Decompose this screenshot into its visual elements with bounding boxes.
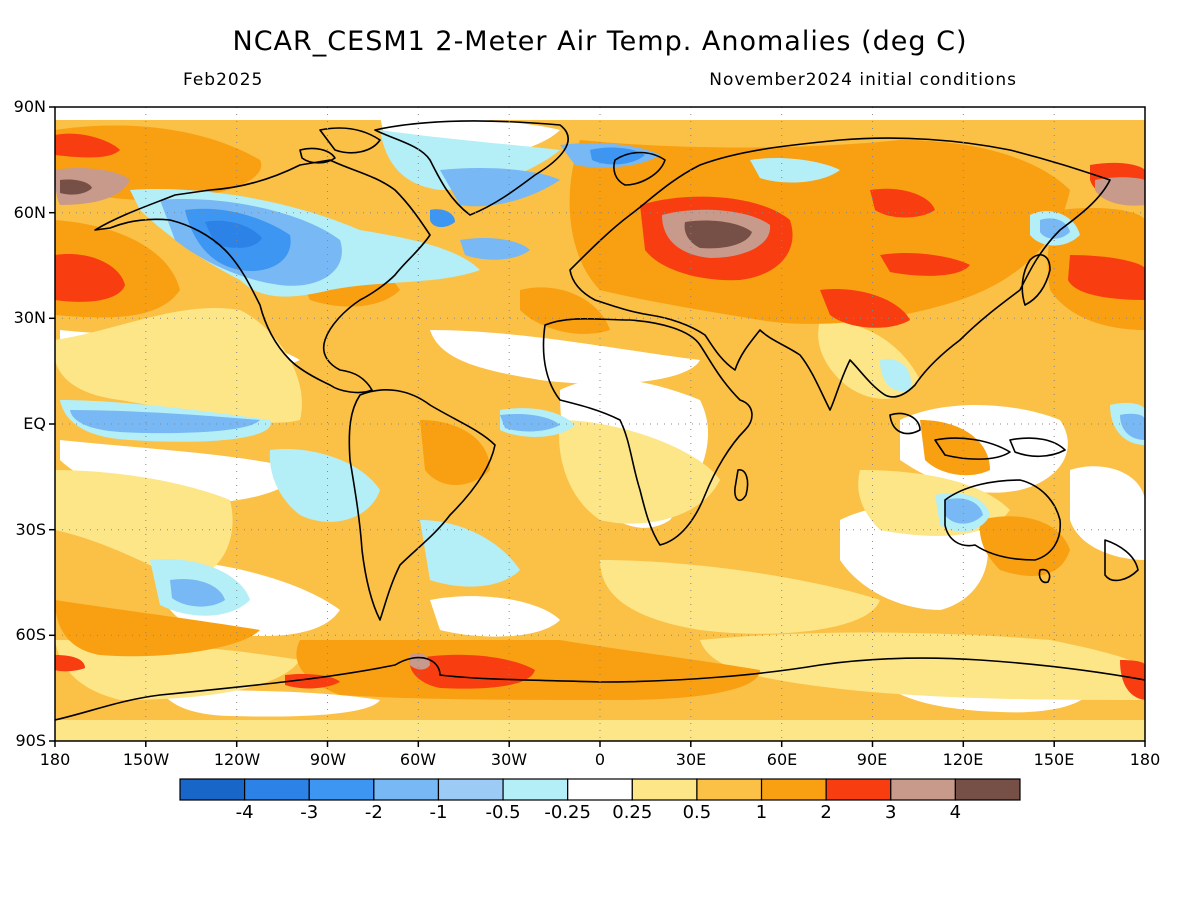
lon-label-60e: 60E xyxy=(766,750,798,769)
colorbar-swatch xyxy=(179,778,246,801)
gridlines xyxy=(55,107,1145,741)
australia-outline xyxy=(944,479,1061,561)
colorbar xyxy=(179,778,1021,801)
colorbar-label: -0.25 xyxy=(544,802,591,823)
lon-label-120e: 120E xyxy=(942,750,984,769)
lat-label-60n: 60N xyxy=(13,203,46,222)
forecast-month: Feb2025 xyxy=(183,70,264,90)
lon-label-30w: 30W xyxy=(490,750,528,769)
lon-label-180w: 180 xyxy=(39,750,71,769)
coldest-areas xyxy=(205,220,262,248)
colorbar-label: 3 xyxy=(885,802,897,823)
colorbar-swatch xyxy=(954,778,1021,801)
colorbar-swatch xyxy=(696,778,763,801)
slight-warm-areas xyxy=(55,307,1145,741)
colorbar-label: 0.5 xyxy=(682,802,712,823)
coastlines xyxy=(55,120,1145,721)
colorbar-swatch xyxy=(437,778,504,801)
lon-label-90e: 90E xyxy=(856,750,888,769)
lon-label-60w: 60W xyxy=(399,750,437,769)
lon-label-90w: 90W xyxy=(309,750,347,769)
colorbar-swatch xyxy=(631,778,698,801)
lat-label-30s: 30S xyxy=(15,520,46,539)
colorbar-swatch xyxy=(502,778,569,801)
colorbar-label: -2 xyxy=(364,802,383,823)
south-america-outline xyxy=(348,389,496,621)
lat-label-90s: 90S xyxy=(15,731,46,750)
greenland-outline xyxy=(374,120,569,216)
colorbar-label: 4 xyxy=(949,802,962,823)
lon-label-120w: 120W xyxy=(213,750,261,769)
lon-label-150w: 150W xyxy=(122,750,170,769)
colorbar-label: -0.5 xyxy=(485,802,521,823)
tick-marks xyxy=(49,106,1146,747)
lon-label-180e: 180 xyxy=(1129,750,1161,769)
lat-label-30n: 30N xyxy=(13,308,46,327)
africa-outline xyxy=(542,317,753,546)
colorbar-swatch xyxy=(567,778,633,801)
colorbar-swatch xyxy=(890,778,956,801)
colorbar-swatch xyxy=(308,778,375,801)
initial-conditions: November2024 initial conditions xyxy=(709,70,1017,90)
colorbar-label: 1 xyxy=(755,802,768,823)
colorbar-label: 2 xyxy=(820,802,832,823)
antarctica-outline xyxy=(55,656,1145,721)
colorbar-swatch xyxy=(373,778,440,801)
colorbar-swatch xyxy=(244,778,310,801)
lat-label-90n: 90N xyxy=(13,97,46,116)
colorbar-label: -4 xyxy=(235,802,254,823)
extreme-warm-areas xyxy=(60,179,752,249)
eurasia-outline xyxy=(569,137,1111,411)
colorbar-swatch xyxy=(825,778,892,801)
colorbar-label: -1 xyxy=(429,802,448,823)
lon-label-150e: 150E xyxy=(1033,750,1075,769)
colorbar-swatch xyxy=(760,778,827,801)
colorbar-label: -3 xyxy=(300,802,319,823)
map-title: NCAR_CESM1 2-Meter Air Temp. Anomalies (… xyxy=(232,26,968,57)
lat-label-eq: EQ xyxy=(23,414,46,433)
lon-label-30e: 30E xyxy=(675,750,707,769)
map-field xyxy=(55,107,1145,741)
colorbar-label: 0.25 xyxy=(612,802,653,823)
lat-label-60s: 60S xyxy=(15,625,46,644)
lon-label-0: 0 xyxy=(594,750,606,769)
